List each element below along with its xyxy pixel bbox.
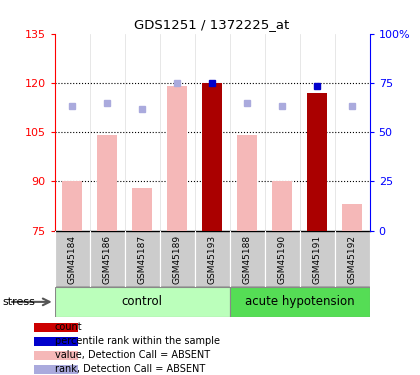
Text: GSM45193: GSM45193 <box>207 235 217 284</box>
Bar <box>202 83 222 231</box>
Bar <box>63 182 82 231</box>
Bar <box>89 231 125 287</box>
Bar <box>299 231 335 287</box>
Text: acute hypotension: acute hypotension <box>245 296 354 308</box>
Bar <box>160 231 194 287</box>
Bar <box>194 231 230 287</box>
Text: control: control <box>122 296 163 308</box>
Bar <box>230 231 265 287</box>
Text: stress: stress <box>2 297 35 307</box>
Text: GSM45190: GSM45190 <box>278 235 286 284</box>
Bar <box>97 135 117 231</box>
Text: count: count <box>55 322 82 332</box>
Text: GSM45186: GSM45186 <box>102 235 112 284</box>
Bar <box>132 188 152 231</box>
Bar <box>237 135 257 231</box>
Text: GSM45184: GSM45184 <box>68 235 76 284</box>
Bar <box>34 323 78 332</box>
Bar <box>168 86 187 231</box>
Bar <box>273 182 292 231</box>
Text: value, Detection Call = ABSENT: value, Detection Call = ABSENT <box>55 350 210 360</box>
Bar <box>342 204 362 231</box>
Title: GDS1251 / 1372225_at: GDS1251 / 1372225_at <box>134 18 290 31</box>
Text: rank, Detection Call = ABSENT: rank, Detection Call = ABSENT <box>55 364 205 374</box>
Text: percentile rank within the sample: percentile rank within the sample <box>55 336 220 346</box>
Bar <box>335 231 370 287</box>
Bar <box>34 337 78 346</box>
Bar <box>34 351 78 360</box>
Text: GSM45192: GSM45192 <box>348 235 357 284</box>
Text: GSM45188: GSM45188 <box>243 235 252 284</box>
Bar <box>55 287 230 317</box>
Text: GSM45187: GSM45187 <box>138 235 147 284</box>
Bar <box>55 231 89 287</box>
Bar <box>34 365 78 374</box>
Bar <box>265 231 299 287</box>
Bar <box>307 93 327 231</box>
Text: GSM45191: GSM45191 <box>312 235 322 284</box>
Bar <box>230 287 370 317</box>
Bar <box>125 231 160 287</box>
Text: GSM45189: GSM45189 <box>173 235 181 284</box>
